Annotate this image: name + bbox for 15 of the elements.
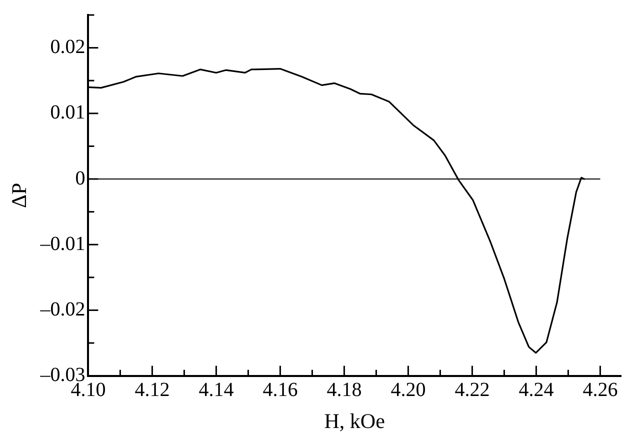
y-axis-title: ΔP (7, 182, 32, 208)
x-tick-label: 4.18 (326, 379, 362, 402)
x-tick-label: 4.26 (582, 379, 618, 402)
y-tick-label: –0.01 (39, 232, 86, 255)
y-tick-label: –0.02 (39, 298, 86, 320)
y-tick-label: 0 (75, 167, 86, 190)
y-tick-label: 0.02 (50, 36, 86, 58)
x-tick-label: 4.16 (262, 379, 298, 402)
x-tick-label: 4.12 (134, 379, 170, 402)
x-tick-label: 4.24 (518, 379, 554, 402)
x-tick-label: 4.22 (454, 379, 490, 402)
x-tick-label: 4.14 (198, 379, 234, 402)
x-tick-label: 4.20 (390, 379, 426, 402)
y-tick-label: 0.01 (50, 102, 86, 124)
x-axis-title: H, kOe (324, 408, 385, 433)
